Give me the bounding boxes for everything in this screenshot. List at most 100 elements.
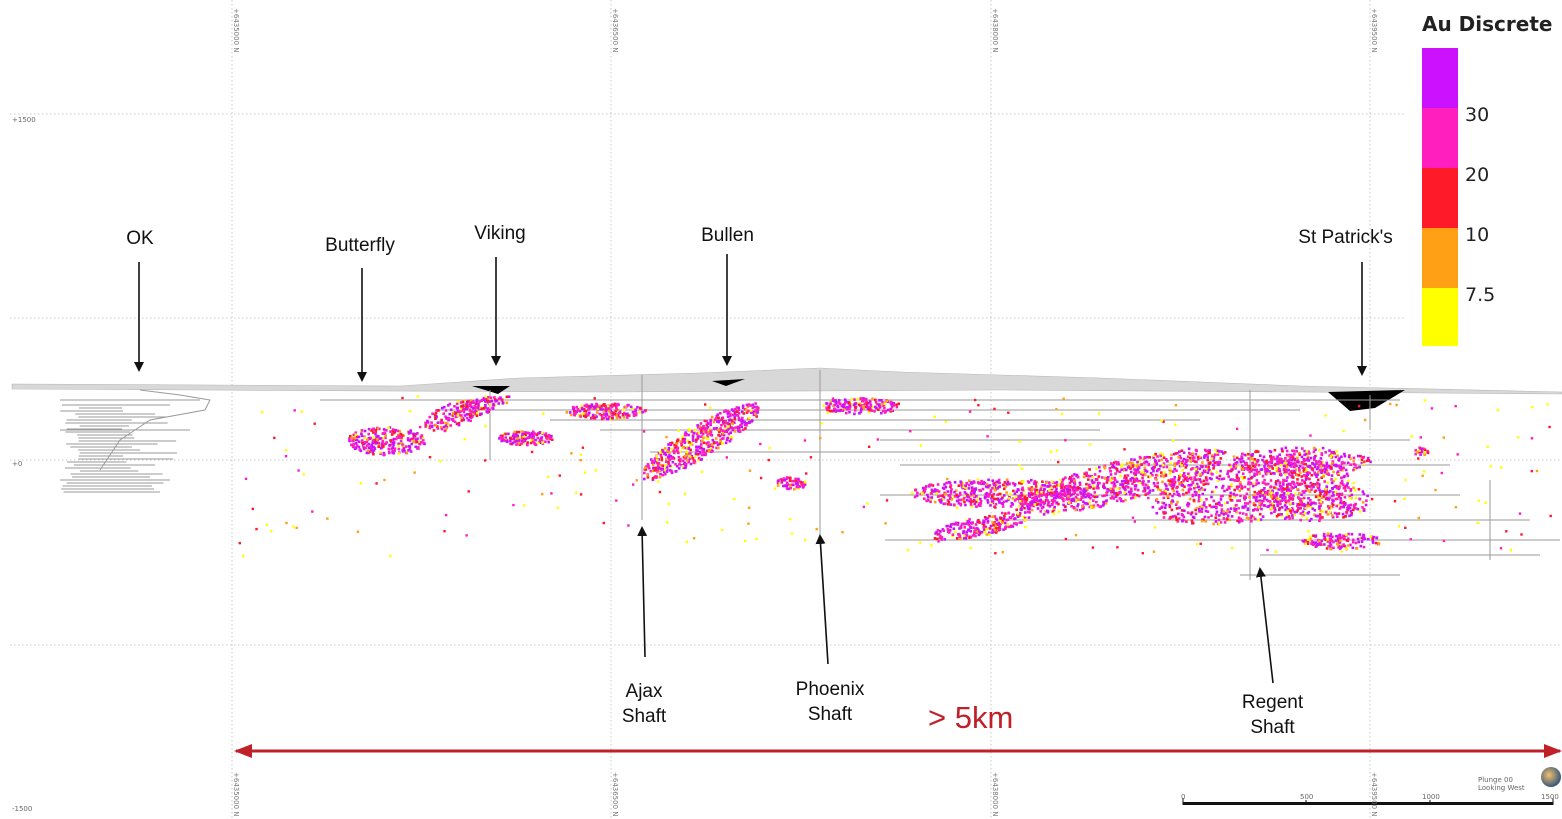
assay-point [729, 414, 732, 418]
assay-point [1250, 514, 1254, 518]
assay-point [515, 443, 518, 446]
assay-point [1194, 478, 1198, 481]
assay-point [1215, 470, 1219, 474]
assay-point [1326, 544, 1330, 548]
assay-point [417, 446, 420, 449]
assay-point [1323, 493, 1327, 496]
assay-point [472, 412, 475, 415]
assay-point [728, 422, 731, 426]
assay-point [683, 439, 686, 443]
assay-point [611, 413, 614, 417]
assay-point [397, 444, 400, 448]
assay-point [1083, 501, 1087, 505]
assay-point [405, 451, 409, 454]
assay-point [724, 441, 728, 445]
assay-point [1162, 456, 1166, 459]
assay-point [644, 466, 647, 470]
assay-point [987, 478, 990, 482]
assay-point [505, 440, 509, 443]
assay-point [995, 497, 998, 501]
assay-point [1137, 494, 1141, 498]
assay-point [1168, 517, 1171, 520]
assay-point [441, 421, 445, 424]
assay-point [1293, 471, 1297, 474]
assay-point [1263, 491, 1267, 495]
assay-point [788, 484, 792, 487]
assay-point [536, 441, 540, 445]
assay-point [692, 537, 696, 540]
assay-point [631, 407, 634, 411]
assay-point [1091, 476, 1094, 479]
assay-point [1328, 541, 1332, 545]
assay-point [937, 490, 941, 493]
assay-point [1109, 473, 1113, 476]
assay-point [782, 477, 785, 480]
assay-point [953, 481, 957, 484]
assay-point [1029, 502, 1032, 505]
assay-point [1265, 471, 1269, 475]
assay-point [1059, 478, 1062, 482]
assay-point [1308, 519, 1312, 522]
assay-point [1286, 508, 1290, 511]
assay-point [1007, 497, 1010, 500]
assay-point [1340, 455, 1343, 459]
assay-point [1257, 505, 1261, 509]
assay-point [992, 530, 996, 534]
assay-point [826, 411, 829, 414]
assay-point [579, 453, 583, 456]
legend-swatch-orange [1422, 228, 1458, 288]
assay-point [1156, 474, 1160, 477]
assay-point [726, 436, 729, 440]
assay-point [383, 453, 386, 456]
assay-point [504, 432, 507, 436]
assay-point [1549, 514, 1552, 518]
assay-point [867, 410, 871, 414]
assay-point [683, 433, 687, 437]
assay-point [1220, 508, 1224, 511]
assay-point [672, 449, 675, 452]
assay-point [1146, 492, 1150, 495]
assay-point [1116, 469, 1119, 473]
assay-point [655, 454, 659, 458]
assay-point [1410, 435, 1413, 438]
assay-point [470, 410, 473, 414]
assay-point [455, 402, 459, 405]
assay-point [1215, 510, 1219, 514]
assay-point [1237, 485, 1240, 488]
assay-point [616, 408, 620, 412]
assay-point [1240, 487, 1243, 490]
assay-point [1119, 474, 1122, 478]
assay-point [871, 397, 874, 401]
assay-point [1025, 498, 1029, 501]
assay-point [661, 450, 665, 453]
assay-point [1216, 479, 1220, 483]
assay-point [1356, 454, 1360, 458]
assay-point [1318, 488, 1321, 492]
assay-point [665, 465, 669, 468]
assay-point [533, 443, 537, 446]
assay-point [682, 466, 686, 469]
assay-point [1336, 471, 1339, 475]
assay-point [1216, 453, 1220, 456]
assay-point [848, 405, 852, 409]
assay-point [1346, 507, 1350, 510]
assay-point [1302, 504, 1305, 507]
assay-point [1327, 464, 1331, 468]
assay-point [1093, 481, 1096, 484]
assay-point [1115, 462, 1119, 466]
assay-point [352, 445, 355, 449]
assay-point [1273, 448, 1277, 452]
assay-point [1039, 492, 1042, 496]
assay-point [1017, 488, 1020, 492]
assay-point [969, 546, 972, 549]
assay-point [1207, 516, 1210, 519]
assay-point [1270, 491, 1273, 495]
assay-point [1323, 480, 1326, 483]
assay-point [1271, 493, 1275, 497]
assay-point [948, 529, 952, 532]
assay-point [1305, 471, 1309, 474]
assay-point [1423, 399, 1426, 402]
assay-point [1039, 498, 1042, 502]
assay-point [1371, 537, 1374, 540]
assay-point [646, 463, 650, 466]
